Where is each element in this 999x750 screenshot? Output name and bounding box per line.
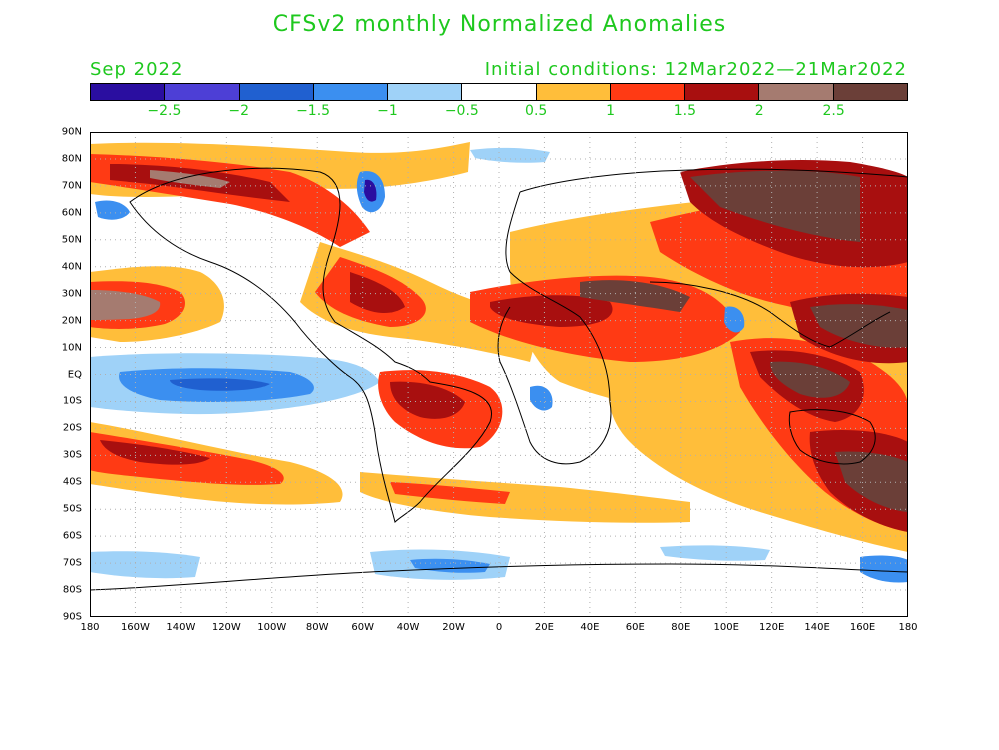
forecast-month-label: Sep 2022	[90, 59, 184, 80]
colorbar-label: −0.5	[444, 103, 479, 119]
colorbar-label: −1	[377, 103, 398, 119]
longitude-tick-label: 80E	[671, 622, 691, 633]
initial-conditions-label: Initial conditions: 12Mar2022—21Mar2022	[484, 59, 907, 80]
latitude-tick-label: 10N	[61, 342, 82, 354]
colorbar-swatch	[388, 84, 463, 100]
colorbar-label: 1.5	[673, 103, 697, 119]
colorbar-swatch	[313, 84, 389, 100]
colorbar-swatch	[91, 84, 166, 100]
colorbar-label: 1	[606, 103, 615, 119]
latitude-tick-label: EQ	[67, 369, 82, 380]
latitude-tick-label: 90N	[61, 126, 82, 138]
colorbar	[90, 83, 908, 101]
latitude-tick-label: 20N	[61, 315, 82, 327]
colorbar-label: −2	[228, 103, 250, 119]
latitude-tick-label: 70N	[61, 180, 82, 192]
longitude-tick-label: 20W	[442, 622, 465, 633]
longitude-tick-label: 60W	[351, 622, 374, 633]
colorbar-swatch	[610, 84, 686, 100]
longitude-tick-label: 180	[80, 622, 100, 633]
longitude-tick-label: 160E	[849, 622, 876, 633]
colorbar-swatch	[165, 84, 240, 100]
longitude-tick-label: 60E	[625, 622, 645, 633]
longitude-tick-label: 140E	[804, 622, 830, 633]
latitude-tick-label: 60S	[62, 530, 82, 542]
colorbar-swatch	[833, 84, 907, 100]
longitude-tick-label: 100E	[713, 622, 739, 633]
latitude-tick-label: 70S	[62, 557, 82, 569]
colorbar-label: 2.5	[822, 103, 845, 119]
longitude-tick-label: 120E	[758, 622, 785, 633]
anomaly-fields	[90, 142, 908, 583]
anomaly-map-svg	[89, 132, 909, 617]
longitude-tick-label: 160W	[120, 622, 150, 633]
latitude-tick-label: 20S	[62, 422, 82, 434]
longitude-tick-label: 140W	[166, 622, 196, 633]
colorbar-label: 0.5	[525, 103, 548, 119]
latitude-tick-label: 40N	[61, 261, 82, 273]
longitude-tick-label: 20E	[534, 622, 554, 633]
latitude-tick-label: 50S	[62, 503, 82, 515]
colorbar-labels: −2.5 −2 −1.5 −1 −0.5 0.5 1 1.5 2 2.5	[90, 103, 908, 121]
latitude-tick-label: 10S	[62, 395, 82, 407]
longitude-tick-label: 40E	[580, 622, 600, 633]
longitude-tick-label: 80W	[305, 622, 329, 633]
latitude-tick-label: 50N	[61, 234, 82, 246]
latitude-tick-label: 60N	[61, 207, 82, 219]
longitude-tick-label: 0	[495, 622, 503, 633]
coastlines	[89, 167, 909, 591]
latitude-tick-label: 80S	[62, 584, 82, 596]
latitude-tick-label: 30N	[61, 288, 82, 300]
colorbar-label: −2.5	[147, 103, 182, 119]
latitude-tick-label: 80N	[61, 153, 82, 165]
colorbar-swatch	[239, 84, 314, 100]
graticule	[90, 132, 908, 617]
longitude-tick-label: 100W	[257, 622, 287, 633]
longitude-tick-label: 120W	[211, 622, 241, 633]
colorbar-swatch	[462, 84, 537, 100]
colorbar-label: 2	[754, 103, 764, 119]
colorbar-swatch	[685, 84, 760, 100]
longitude-tick-label: 40W	[396, 622, 420, 633]
longitude-tick-label: 180	[898, 622, 918, 633]
latitude-axis: 90N 80N 70N 60N 50N 40N 30N 20N 10N EQ 10S 20S 30S 40…	[0, 0, 90, 750]
colorbar-swatch	[536, 84, 611, 100]
map-title: CFSv2 monthly Normalized Anomalies	[272, 12, 727, 37]
colorbar-label: −1.5	[296, 103, 331, 119]
latitude-tick-label: 40S	[62, 476, 82, 488]
colorbar-swatch	[759, 84, 834, 100]
latitude-tick-label: 30S	[62, 449, 82, 461]
anomaly-map	[89, 132, 909, 617]
latitude-tick-label: 90S	[62, 611, 82, 623]
map-frame	[90, 132, 908, 617]
